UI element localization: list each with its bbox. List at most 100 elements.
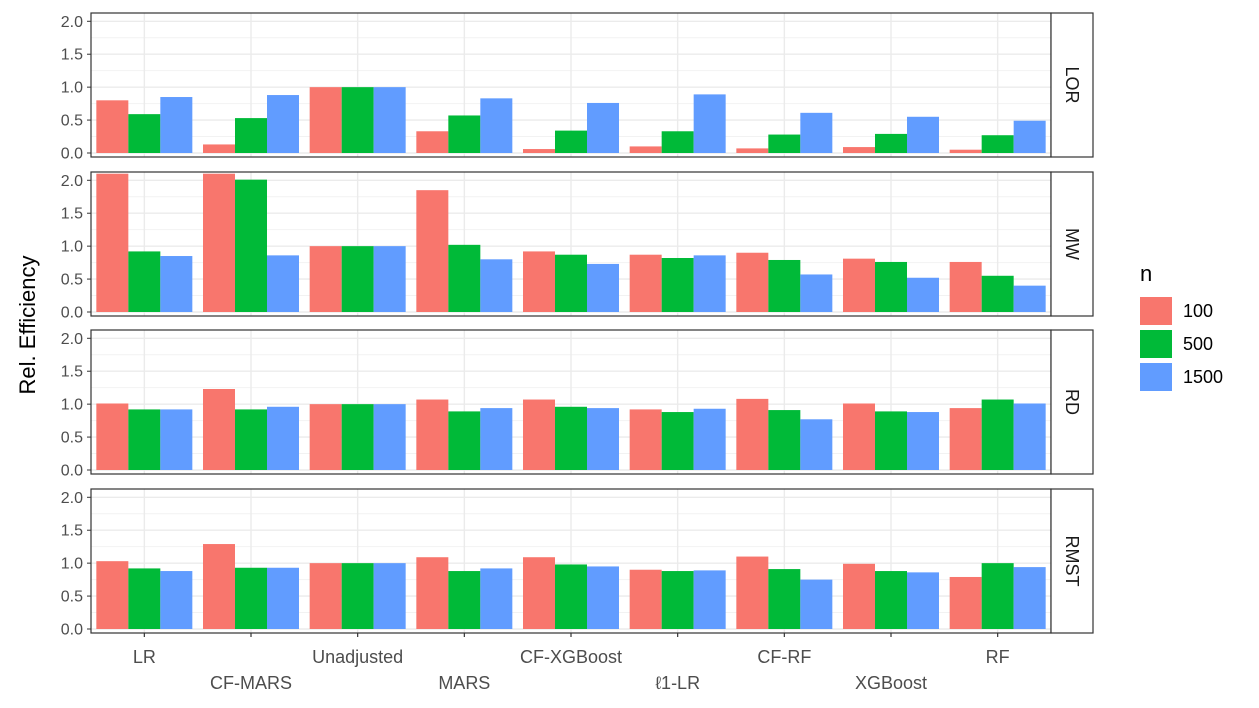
- bar-mw-100-9: [949, 261, 982, 312]
- bar-lor-1500-6: [693, 94, 726, 153]
- bar-lor-500-7: [768, 134, 801, 153]
- bar-rmst-1500-4: [480, 568, 513, 629]
- bar-mw-100-1: [96, 173, 129, 312]
- bar-rd-500-5: [555, 406, 587, 470]
- x-tick-label: CF-RF: [757, 647, 811, 667]
- y-tick-label: 2.0: [61, 173, 83, 190]
- bar-lor-500-3: [341, 87, 374, 153]
- x-tick-label: MARS: [438, 673, 490, 693]
- x-axis: LR CF-MARS Unadjusted MARS CF-XGBoost ℓ1-LR CF…: [133, 633, 1010, 693]
- y-tick-label: 1.5: [61, 523, 83, 540]
- bar-mw-1500-6: [693, 255, 726, 312]
- bar-mw-500-8: [875, 261, 907, 312]
- bar-rmst-1500-3: [373, 563, 406, 629]
- y-tick-label: 1.5: [61, 364, 83, 381]
- bar-rd-500-6: [661, 412, 694, 470]
- facet-lor: 0.0 0.5 1.0 1.5 2.0 LOR: [61, 12, 1094, 163]
- bar-rmst-100-3: [309, 563, 342, 629]
- bar-rmst-100-4: [416, 557, 449, 629]
- y-tick-label: 1.5: [61, 206, 83, 223]
- bar-mw-1500-5: [587, 263, 619, 312]
- bar-mw-1500-7: [800, 274, 833, 312]
- bar-mw-500-4: [448, 244, 481, 312]
- bars: [96, 173, 1046, 312]
- bar-rmst-500-1: [128, 568, 161, 629]
- bar-rmst-100-8: [843, 563, 875, 629]
- bar-mw-100-2: [203, 173, 235, 312]
- bar-rmst-500-9: [981, 563, 1014, 629]
- strip-label-rd: RD: [1062, 389, 1082, 415]
- bar-rmst-100-9: [949, 576, 982, 629]
- bar-rmst-500-2: [235, 567, 267, 629]
- bar-rd-100-7: [736, 398, 769, 470]
- y-tick-label: 1.0: [61, 80, 83, 97]
- bar-rmst-500-6: [661, 571, 694, 629]
- bar-rd-1500-7: [800, 419, 833, 470]
- bar-rd-1500-5: [587, 408, 619, 470]
- bar-lor-100-9: [949, 149, 982, 153]
- bar-lor-100-2: [203, 144, 235, 153]
- bar-lor-1500-9: [1013, 120, 1046, 153]
- legend-key-1500: [1140, 363, 1172, 391]
- bar-rd-1500-8: [907, 412, 939, 470]
- bar-mw-100-8: [843, 258, 875, 312]
- bar-lor-1500-3: [373, 87, 406, 153]
- bar-mw-1500-1: [160, 256, 193, 312]
- y-tick-label: 0.0: [61, 622, 83, 639]
- bar-rmst-1500-7: [800, 579, 833, 629]
- x-tick-label: LR: [133, 647, 156, 667]
- x-tick-label: Unadjusted: [312, 647, 403, 667]
- bar-lor-100-6: [629, 146, 662, 153]
- strip-background: [1050, 12, 1094, 158]
- bar-rd-500-3: [341, 404, 374, 470]
- bar-rd-500-9: [981, 399, 1014, 470]
- y-axis-title: Rel. Efficiency: [15, 256, 40, 395]
- bar-rd-1500-9: [1013, 403, 1046, 470]
- bar-lor-500-6: [661, 131, 694, 153]
- bar-lor-500-9: [981, 135, 1014, 153]
- bar-rmst-1500-6: [693, 570, 726, 629]
- y-tick-label: 0.5: [61, 113, 83, 130]
- bar-rd-100-4: [416, 399, 449, 470]
- facet-mw: 0.0 0.5 1.0 1.5 2.0 MW: [61, 171, 1094, 322]
- bar-lor-500-8: [875, 133, 907, 153]
- bar-mw-500-7: [768, 259, 801, 312]
- x-tick-label: CF-XGBoost: [520, 647, 622, 667]
- legend-label-500: 500: [1183, 334, 1213, 354]
- bar-rmst-100-7: [736, 556, 769, 629]
- bar-rmst-100-6: [629, 569, 662, 629]
- bar-rmst-100-5: [523, 557, 555, 629]
- bar-mw-500-1: [128, 251, 161, 312]
- bar-mw-500-2: [235, 179, 267, 312]
- bar-lor-1500-5: [587, 102, 619, 153]
- strip-label-rmst: RMST: [1062, 536, 1082, 587]
- y-tick-label: 2.0: [61, 331, 83, 348]
- y-tick-label: 1.0: [61, 397, 83, 414]
- strip-label-lor: LOR: [1062, 66, 1082, 103]
- bar-mw-500-5: [555, 254, 587, 312]
- strip-background: [1050, 329, 1094, 475]
- bar-rd-100-2: [203, 389, 235, 470]
- bar-rmst-1500-9: [1013, 567, 1046, 629]
- legend-title: n: [1140, 261, 1152, 286]
- legend-label-1500: 1500: [1183, 367, 1223, 387]
- bar-rd-100-1: [96, 403, 129, 470]
- strip-label-mw: MW: [1062, 228, 1082, 260]
- bar-lor-1500-7: [800, 112, 833, 153]
- bar-rd-1500-3: [373, 404, 406, 470]
- bar-rmst-500-7: [768, 569, 801, 629]
- bar-lor-100-3: [309, 87, 342, 153]
- y-tick-label: 1.0: [61, 556, 83, 573]
- bar-lor-500-4: [448, 115, 481, 153]
- bar-lor-1500-8: [907, 116, 939, 153]
- strip-background: [1050, 488, 1094, 634]
- bar-lor-500-2: [235, 118, 267, 153]
- bar-mw-1500-8: [907, 277, 939, 312]
- bar-lor-500-1: [128, 114, 161, 153]
- bar-lor-100-8: [843, 147, 875, 153]
- bar-lor-100-1: [96, 100, 129, 153]
- bar-rd-100-8: [843, 403, 875, 470]
- bar-rmst-1500-1: [160, 571, 193, 629]
- bar-mw-1500-4: [480, 259, 513, 312]
